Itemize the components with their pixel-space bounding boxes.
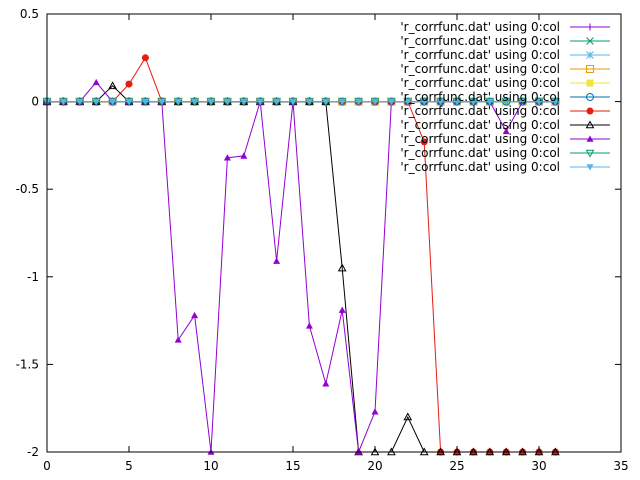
data-point [223,154,231,161]
plot-frame [46,13,622,453]
y-tick-label: -1.5 [16,357,39,371]
data-point [92,78,100,86]
data-point [586,79,594,87]
data-point [240,98,248,106]
data-point [586,164,594,171]
data-point [403,412,413,421]
data-point [420,138,428,146]
series-11 [43,98,559,106]
y-tick-label: -0.5 [16,182,39,196]
data-point [125,80,133,88]
data-point [355,98,363,106]
data-point [371,98,379,106]
data-point [585,120,595,129]
legend-label: 'r_corrfunc.dat' using 0:col [400,20,560,34]
legend-label: 'r_corrfunc.dat' using 0:col [400,62,560,76]
data-point [273,98,281,106]
data-point [158,98,166,106]
x-tick-label: 5 [125,459,133,473]
data-point [586,135,594,142]
data-point [240,152,248,159]
data-point [322,380,330,387]
legend: 'r_corrfunc.dat' using 0:col'r_corrfunc.… [400,20,610,174]
data-point [289,98,297,106]
data-point [437,98,445,106]
y-tick-label: 0.5 [20,7,39,21]
y-tick-label: -2 [27,445,39,459]
legend-label: 'r_corrfunc.dat' using 0:col [400,48,560,62]
data-point [338,98,346,106]
data-point [502,127,510,135]
x-tick-label: 0 [43,459,51,473]
data-point [109,98,117,106]
data-point [125,98,133,106]
data-point [586,65,594,73]
data-point [337,263,347,272]
data-point [586,51,594,59]
x-tick-label: 30 [531,459,546,473]
data-point [207,98,215,106]
x-tick-label: 25 [449,459,464,473]
data-point [502,98,510,106]
data-point [404,98,412,106]
data-point [387,98,395,106]
legend-label: 'r_corrfunc.dat' using 0:col [400,90,560,104]
data-point [586,107,594,115]
x-tick-label: 35 [613,459,628,473]
data-point [469,98,477,106]
data-point [371,408,379,415]
data-point [551,98,559,106]
legend-label: 'r_corrfunc.dat' using 0:col [400,118,560,132]
data-point [305,322,313,329]
data-point [256,98,264,106]
data-point [453,98,461,106]
data-point [305,98,313,106]
data-point [273,257,281,264]
data-point [92,98,100,106]
data-point [76,98,84,106]
legend-label: 'r_corrfunc.dat' using 0:col [400,34,560,48]
legend-label: 'r_corrfunc.dat' using 0:col [400,76,560,90]
data-point [535,98,543,106]
data-point [586,93,594,101]
data-point [141,54,149,62]
x-tick-label: 15 [285,459,300,473]
data-point [174,98,182,106]
legend-label: 'r_corrfunc.dat' using 0:col [400,104,560,118]
x-tick-label: 10 [203,459,218,473]
legend-label: 'r_corrfunc.dat' using 0:col [400,160,560,174]
data-point [338,306,346,313]
data-point [519,98,527,106]
legend-label: 'r_corrfunc.dat' using 0:col [400,132,560,146]
y-tick-label: 0 [31,95,39,109]
data-point [108,81,117,90]
data-point [420,98,428,106]
data-point [59,98,67,106]
data-point [141,98,149,106]
data-point [191,311,199,319]
y-tick-label: -1 [27,270,39,284]
data-point [586,23,594,31]
data-point [322,98,330,106]
data-point [486,98,494,106]
data-point [174,336,182,343]
x-tick-label: 20 [367,459,382,473]
data-point [586,37,594,45]
data-point [585,149,595,158]
axis-ticks: 0 5 10 15 20 25 30 35 0.5 0 -0.5 -1 -1.5 -2 [16,7,629,473]
legend-label: 'r_corrfunc.dat' using 0:col [400,146,560,160]
data-point [223,98,231,106]
data-point [191,98,199,106]
